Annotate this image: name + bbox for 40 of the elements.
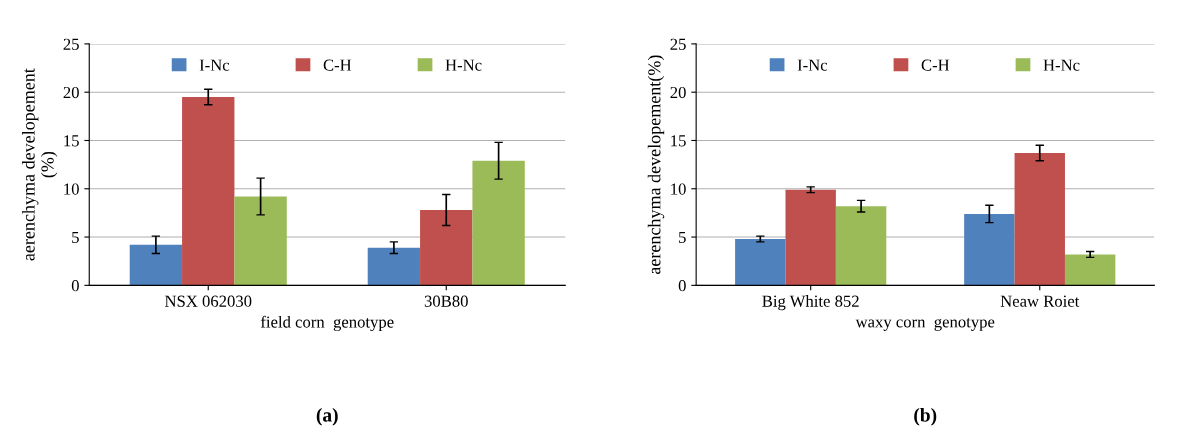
x-axis-title: waxy corn genotype <box>855 317 995 331</box>
bar <box>129 244 183 286</box>
bar <box>182 97 235 286</box>
x-tick-label: 30B80 <box>424 295 468 307</box>
bar <box>835 206 887 286</box>
x-axis-title: field corn genotype <box>260 315 394 332</box>
legend-label: H-Nc <box>1043 59 1080 71</box>
bar <box>234 196 287 286</box>
y-tick-label: 25 <box>670 38 686 50</box>
legend-label: C-H <box>921 59 950 71</box>
bar <box>1064 254 1116 286</box>
y-tick-label: 5 <box>679 231 686 244</box>
y-tick-label: 15 <box>64 135 79 147</box>
bar <box>367 247 421 286</box>
y-axis-title: aerenchyma developement(%) <box>647 55 665 275</box>
legend-label: I-Nc <box>797 59 828 71</box>
y-tick-label: 15 <box>671 135 686 147</box>
y-tick-label: 5 <box>72 231 79 244</box>
bar <box>964 213 1015 286</box>
bar <box>735 238 786 286</box>
bar <box>785 189 836 286</box>
y-tick-label: 10 <box>64 183 79 195</box>
y-tick-label: 20 <box>63 86 79 99</box>
bar <box>1014 153 1065 286</box>
bar <box>420 210 473 286</box>
y-tick-label: 0 <box>71 280 79 292</box>
y-tick-label: 20 <box>670 86 686 99</box>
text: (b) <box>914 407 937 426</box>
bar <box>472 160 525 286</box>
text: (a) <box>316 407 338 426</box>
y-tick-label: 10 <box>671 183 686 195</box>
legend-label: C-H <box>323 59 352 71</box>
x-tick-label: NSX 062030 <box>164 295 252 307</box>
x-tick-label: Big White 852 <box>762 295 859 311</box>
legend-label: H-Nc <box>445 59 482 71</box>
y-axis-title: aerenchyma developement (%) <box>22 68 58 261</box>
y-tick-label: 25 <box>63 38 79 50</box>
y-tick-label: 0 <box>678 280 686 292</box>
legend-label: I-Nc <box>199 59 230 71</box>
x-tick-label: Neaw Roiet <box>1000 295 1080 307</box>
